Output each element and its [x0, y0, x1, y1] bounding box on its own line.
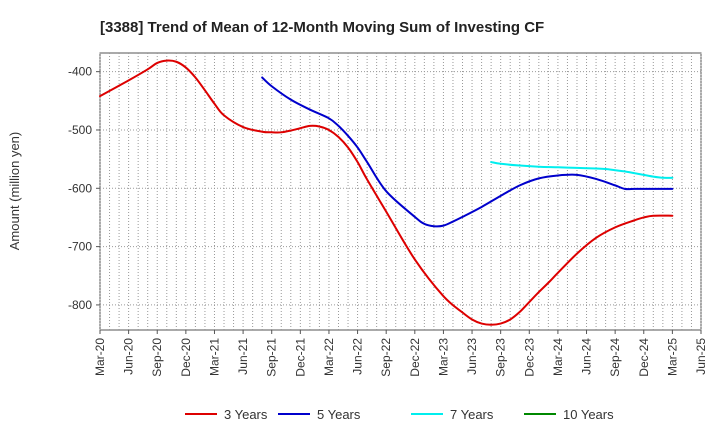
y-tick-label: -700	[68, 240, 92, 254]
x-tick-label: Dec-22	[408, 338, 422, 377]
y-tick-label: -500	[68, 123, 92, 137]
grid-lines	[99, 53, 702, 330]
series-lines	[99, 59, 674, 326]
x-tick-label: Dec-24	[637, 338, 651, 377]
legend: 3 Years 5 Years 7 Years 10 Years	[185, 407, 614, 422]
x-tick-label: Mar-21	[207, 338, 221, 376]
legend-label-10-years: 10 Years	[563, 407, 614, 422]
x-tick-label: Jun-25	[694, 338, 708, 375]
x-tick-label: Dec-21	[293, 338, 307, 377]
series-line-3-years	[99, 59, 674, 326]
x-tick-label: Sep-23	[494, 338, 508, 377]
x-tick-label: Mar-22	[322, 338, 336, 376]
x-axis: Mar-20 Jun-20 Sep-20 Dec-20 Mar-21 Jun-21 Sep-…	[93, 330, 708, 377]
series-line-7-years	[490, 161, 674, 179]
x-tick-label: Sep-24	[608, 338, 622, 377]
y-tick-label: -800	[68, 298, 92, 312]
x-tick-label: Jun-24	[580, 338, 594, 375]
x-tick-label: Mar-23	[436, 338, 450, 376]
chart-title: [3388] Trend of Mean of 12-Month Moving …	[100, 19, 544, 36]
x-tick-label: Jun-22	[351, 338, 365, 375]
y-axis-label: Amount (million yen)	[7, 132, 22, 251]
legend-label-7-years: 7 Years	[450, 407, 494, 422]
legend-label-3-years: 3 Years	[224, 407, 268, 422]
x-tick-label: Mar-20	[93, 338, 107, 376]
x-tick-label: Jun-21	[236, 338, 250, 375]
x-tick-label: Sep-21	[265, 338, 279, 377]
y-axis: -800 -700 -600 -500 -400	[68, 65, 100, 312]
x-tick-label: Mar-25	[665, 338, 679, 376]
y-tick-label: -400	[68, 65, 92, 79]
plot-area	[99, 52, 702, 331]
x-tick-label: Sep-22	[379, 338, 393, 377]
legend-label-5-years: 5 Years	[317, 407, 361, 422]
x-tick-label: Dec-20	[179, 338, 193, 377]
series-line-5-years	[261, 76, 674, 228]
x-tick-label: Sep-20	[150, 338, 164, 377]
x-tick-label: Jun-20	[122, 338, 136, 375]
x-tick-label: Mar-24	[551, 338, 565, 376]
x-tick-label: Jun-23	[465, 338, 479, 375]
y-tick-label: -600	[68, 181, 92, 195]
x-tick-label: Dec-23	[522, 338, 536, 377]
